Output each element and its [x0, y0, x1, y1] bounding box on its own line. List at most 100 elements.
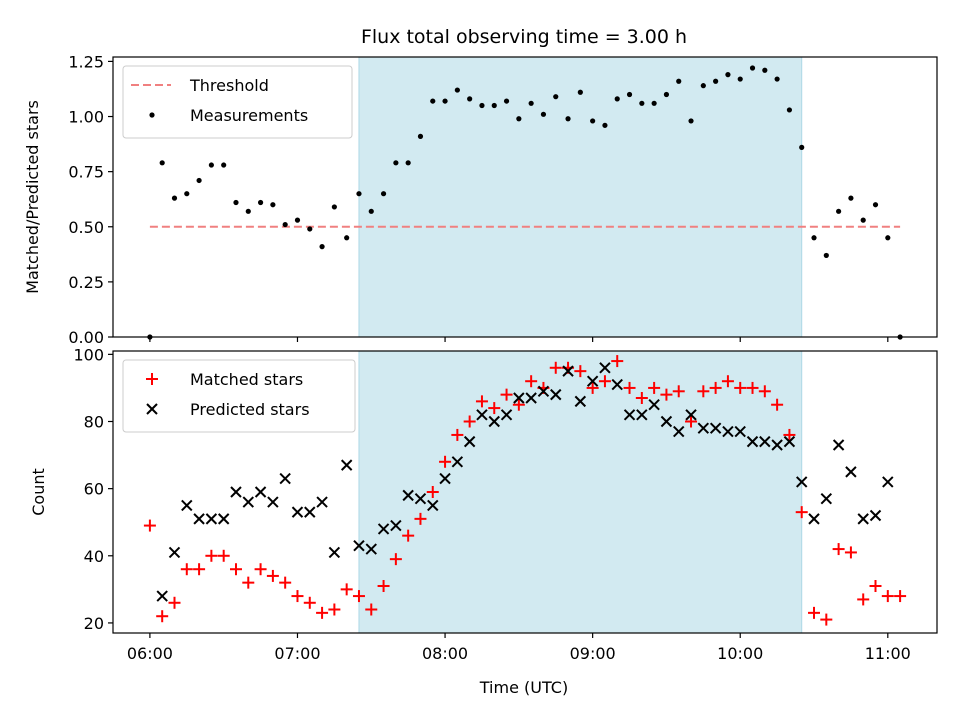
predicted-star-point [156, 590, 168, 602]
measurement-point [184, 191, 190, 197]
matched-star-point [635, 392, 648, 404]
matched-star-point [193, 563, 206, 576]
measurement-point [590, 118, 596, 124]
predicted-star-point [500, 409, 513, 421]
chart-title: Flux total observing time = 3.00 h [361, 26, 687, 48]
y-tick-label: 0.00 [68, 328, 104, 347]
measurement-point [171, 195, 178, 201]
matched-star-point [574, 365, 587, 378]
x-stroke-b [697, 422, 710, 434]
matched-star-point [549, 361, 562, 374]
measurement-point [676, 78, 682, 84]
legend-label: Measurements [190, 106, 308, 125]
measurement-point [467, 96, 473, 102]
legend-label: Threshold [189, 76, 269, 95]
x-stroke-b [796, 476, 808, 488]
x-stroke-b [500, 409, 513, 421]
measurement-point [417, 133, 424, 139]
matched-star-point [881, 590, 894, 603]
measurement-point [528, 100, 534, 106]
y-axis-label: Matched/Predicted stars [23, 100, 42, 294]
measurement-point [380, 191, 387, 197]
x-stroke-b [328, 546, 341, 559]
matched-star-point [611, 355, 624, 368]
top-panel: 0.00 0.25 0.50 0.75 1.00 1.25 Matched/Predicte… [23, 52, 938, 347]
measurement-point [405, 160, 411, 166]
measurement-point [860, 217, 866, 223]
x-stroke-b [685, 409, 697, 421]
matched-star-point [844, 546, 857, 559]
measurement-point [540, 111, 547, 117]
predicted-star-point [550, 388, 562, 401]
matched-star-point [771, 398, 784, 411]
predicted-star-point [439, 472, 451, 485]
predicted-star-point [476, 409, 488, 421]
measurement-point [442, 98, 448, 104]
x-stroke-b [242, 496, 254, 508]
y-axis-label: Count [29, 468, 48, 516]
x-stroke-b [377, 523, 390, 535]
matched-star-point [734, 381, 747, 394]
matched-star-point [205, 549, 218, 562]
x-stroke-b [488, 415, 500, 428]
matched-star-point [217, 549, 230, 562]
predicted-star-point [488, 415, 500, 428]
predicted-star-point [857, 513, 869, 525]
measurement-point [307, 226, 313, 232]
measurement-point [553, 94, 559, 100]
predicted-star-point [783, 435, 796, 448]
y-tick-label: 1.00 [68, 108, 104, 127]
x-stroke-b [390, 519, 402, 532]
predicted-star-point [365, 543, 377, 555]
predicted-star-point [623, 409, 636, 421]
predicted-star-point [340, 459, 353, 471]
legend-matched-swatch [146, 373, 158, 385]
x-stroke-b [660, 415, 673, 428]
matched-star-point [451, 428, 464, 441]
y-tick-label: 80 [84, 413, 104, 432]
matched-star-point [352, 590, 365, 603]
x-stroke-b [279, 472, 291, 485]
x-stroke-b [709, 422, 722, 434]
measurement-point [688, 118, 694, 124]
predicted-star-point [808, 513, 820, 525]
predicted-star-point [230, 486, 242, 498]
y-tick-label: 100 [73, 345, 104, 364]
predicted-star-point [759, 435, 771, 448]
matched-star-point [180, 563, 193, 576]
matched-star-point [795, 506, 808, 519]
predicted-star-point [316, 496, 328, 508]
measurement-point [319, 244, 325, 250]
predicted-star-point [205, 513, 218, 525]
x-tick-label: 10:00 [717, 644, 763, 663]
axes-frame [112, 350, 938, 634]
measurement-point [762, 67, 768, 73]
matched-star-point [512, 398, 525, 411]
predicted-star-point [513, 392, 525, 404]
legend-frame [122, 359, 356, 433]
measurement-point [245, 208, 251, 214]
predicted-star-point [673, 425, 685, 438]
matched-star-point [746, 381, 759, 394]
x-stroke-b [353, 540, 365, 552]
measurement-point [516, 116, 522, 122]
matched-star-point [254, 563, 267, 576]
predicted-star-point [845, 466, 857, 478]
x-stroke-b [168, 546, 181, 559]
matched-star-point [709, 381, 722, 394]
predicted-star-point [832, 439, 845, 451]
matched-star-point [869, 580, 882, 592]
x-tick-label: 06:00 [127, 644, 173, 663]
x-tick-label: 08:00 [422, 644, 468, 663]
measurement-point [233, 199, 239, 206]
x-stroke-b [217, 513, 230, 525]
y-tick-label: 0.75 [68, 163, 104, 182]
matched-star-point [648, 381, 661, 394]
x-tick-label: 07:00 [274, 644, 320, 663]
predicted-star-point [390, 519, 402, 532]
measurement-point [430, 98, 436, 104]
predicted-star-point [636, 409, 648, 421]
x-axis-label: Time (UTC) [479, 678, 568, 697]
predicted-star-point [574, 395, 587, 408]
